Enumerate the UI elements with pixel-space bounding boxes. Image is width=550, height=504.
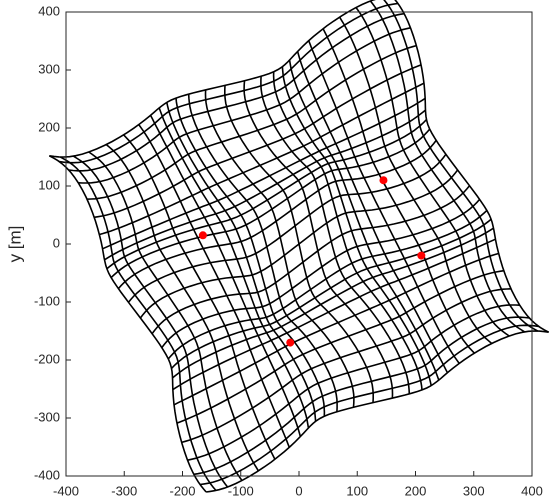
mesh-line [158,107,310,429]
mesh-line [78,27,411,184]
point [198,231,207,240]
mesh-line [281,66,432,386]
y-tick-label: -100 [34,293,60,308]
x-tick-label: 100 [346,483,368,498]
mesh-line [181,288,512,444]
y-tick-label: 400 [38,3,60,18]
mesh-line [99,82,425,236]
mesh-line [104,109,426,261]
mesh-line [338,16,493,345]
mesh-line [49,0,376,158]
mesh-line [117,139,437,290]
deformed-mesh [48,0,550,493]
mesh-line [355,7,510,337]
mesh-line [106,119,428,270]
mesh-line [205,330,549,493]
mesh-line [86,44,417,200]
mesh-line [383,0,538,332]
mesh-line [139,169,459,319]
y-tick-label: -400 [34,467,60,482]
y-tick-label: 100 [38,177,60,192]
point [286,338,295,347]
x-tick-label: 0 [295,483,302,498]
mesh-line [172,238,496,391]
mesh-line [260,76,411,394]
point [417,251,426,260]
y-tick-label: -200 [34,351,60,366]
mesh-line [110,128,431,279]
mesh-line [288,59,440,381]
x-tick-label: -400 [53,483,79,498]
mesh-line [272,71,423,390]
mesh-line [102,97,426,250]
mesh-line [167,209,488,360]
mesh-line [68,12,405,172]
mesh-line [161,198,481,349]
y-axis-label: y [m] [5,226,24,263]
x-tick-label: -100 [228,483,254,498]
mesh-line [307,40,460,364]
x-tick-label: 400 [521,483,543,498]
mesh-line [94,64,422,219]
x-tick-label: -200 [169,483,195,498]
mesh-line [187,304,520,461]
mesh-line [243,80,394,399]
mesh-line [394,0,550,333]
y-tick-label: 200 [38,119,60,134]
x-tick-label: 200 [405,483,427,498]
x-tick-label: -300 [111,483,137,498]
mesh-line [58,2,399,164]
y-tick-label: 0 [53,235,60,250]
x-tick-label: 300 [463,483,485,498]
point [379,176,388,185]
y-tick-label: 300 [38,61,60,76]
y-tick-label: -300 [34,409,60,424]
mesh-line [127,153,447,303]
mesh-line [369,0,526,333]
mesh-line [296,51,449,374]
mesh-line [322,28,475,354]
mesh-line [105,143,260,472]
